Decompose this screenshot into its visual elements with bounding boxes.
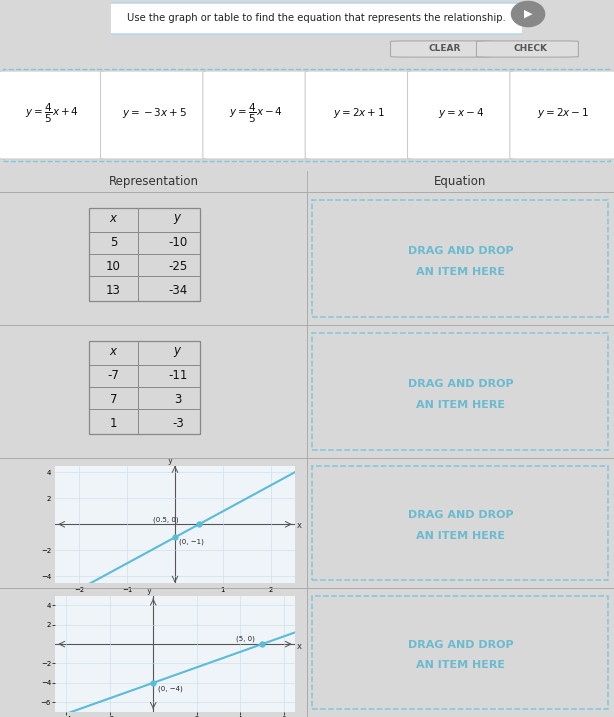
- Text: $x$: $x$: [109, 212, 119, 225]
- Text: x: x: [297, 642, 302, 651]
- Bar: [312, 200, 608, 317]
- Text: -34: -34: [168, 284, 188, 297]
- Text: (0.5, 0): (0.5, 0): [154, 516, 179, 523]
- Bar: [312, 333, 608, 450]
- FancyBboxPatch shape: [476, 41, 578, 57]
- Text: -10: -10: [168, 236, 188, 249]
- Text: (0, −4): (0, −4): [158, 685, 182, 692]
- Text: x: x: [297, 521, 302, 530]
- Text: $x$: $x$: [109, 345, 119, 358]
- FancyBboxPatch shape: [203, 71, 310, 159]
- Text: 1: 1: [110, 417, 117, 430]
- FancyBboxPatch shape: [305, 71, 413, 159]
- Text: Representation: Representation: [109, 174, 198, 188]
- Text: ▶: ▶: [524, 9, 532, 19]
- Text: AN ITEM HERE: AN ITEM HERE: [416, 660, 505, 670]
- Text: $y = \dfrac{4}{5}x - 4$: $y = \dfrac{4}{5}x - 4$: [230, 101, 284, 125]
- FancyBboxPatch shape: [104, 3, 527, 34]
- Bar: [312, 596, 608, 709]
- Text: $y = -3x + 5$: $y = -3x + 5$: [122, 106, 187, 120]
- Text: DRAG AND DROP: DRAG AND DROP: [408, 379, 513, 389]
- Text: 5: 5: [110, 236, 117, 249]
- Bar: [312, 466, 608, 580]
- Text: $y$: $y$: [173, 212, 183, 226]
- Text: Use the graph or table to find the equation that represents the relationship.: Use the graph or table to find the equat…: [127, 13, 505, 23]
- Text: (0, −1): (0, −1): [179, 538, 204, 546]
- Text: y: y: [147, 586, 152, 595]
- Bar: [89, 208, 200, 301]
- Text: y: y: [168, 456, 173, 465]
- Text: CLEAR: CLEAR: [429, 44, 460, 53]
- FancyBboxPatch shape: [408, 71, 515, 159]
- Text: DRAG AND DROP: DRAG AND DROP: [408, 640, 513, 650]
- Text: $y = 2x - 1$: $y = 2x - 1$: [537, 106, 589, 120]
- FancyBboxPatch shape: [510, 71, 614, 159]
- Text: $y$: $y$: [173, 345, 183, 358]
- Text: -25: -25: [168, 260, 188, 273]
- Text: AN ITEM HERE: AN ITEM HERE: [416, 400, 505, 410]
- Text: -3: -3: [172, 417, 184, 430]
- Text: -7: -7: [107, 369, 120, 382]
- Text: (5, 0): (5, 0): [236, 636, 255, 642]
- Text: 7: 7: [110, 393, 117, 406]
- Text: Equation: Equation: [434, 174, 487, 188]
- FancyBboxPatch shape: [101, 71, 208, 159]
- Text: CHECK: CHECK: [513, 44, 548, 53]
- Text: -11: -11: [168, 369, 188, 382]
- Text: 10: 10: [106, 260, 121, 273]
- Text: $y = 2x + 1$: $y = 2x + 1$: [333, 106, 385, 120]
- Bar: [89, 341, 200, 434]
- Text: $y = \dfrac{4}{5}x + 4$: $y = \dfrac{4}{5}x + 4$: [25, 101, 79, 125]
- Text: AN ITEM HERE: AN ITEM HERE: [416, 267, 505, 277]
- Text: DRAG AND DROP: DRAG AND DROP: [408, 511, 513, 521]
- Text: 3: 3: [174, 393, 182, 406]
- Text: 13: 13: [106, 284, 121, 297]
- Text: DRAG AND DROP: DRAG AND DROP: [408, 245, 513, 255]
- Text: AN ITEM HERE: AN ITEM HERE: [416, 531, 505, 541]
- Text: $y = x - 4$: $y = x - 4$: [438, 106, 484, 120]
- Circle shape: [511, 1, 545, 27]
- FancyBboxPatch shape: [391, 41, 492, 57]
- FancyBboxPatch shape: [0, 71, 106, 159]
